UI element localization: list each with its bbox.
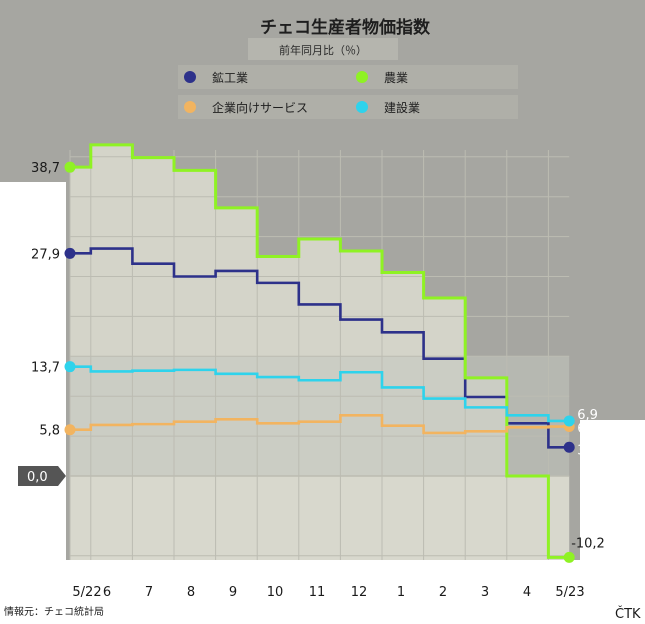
x-tick-label: 12 — [351, 585, 368, 600]
data-point-start — [64, 247, 76, 259]
agency-credit: ČTK — [615, 607, 641, 622]
source-note: 情報元：チェコ統計局 — [4, 607, 104, 618]
series-end-label: 3,6 — [577, 443, 598, 458]
y-label-zero: 0,0 — [27, 470, 48, 485]
chart-title: チェコ生産者物価指数 — [260, 17, 431, 38]
chart-subtitle: 前年同月比（％） — [279, 43, 367, 57]
data-point-start — [64, 161, 76, 173]
y-value-label: 27,9 — [31, 247, 60, 262]
y-value-label: 13,7 — [31, 361, 60, 376]
data-point-start — [64, 361, 76, 373]
lower-band — [70, 356, 570, 476]
legend-label: 建設業 — [384, 100, 420, 115]
x-tick-label: 1 — [397, 585, 405, 600]
series-line — [70, 247, 570, 449]
series-end-label: 6,2 — [577, 422, 598, 437]
x-tick-label: 2 — [439, 585, 447, 600]
x-tick-label: 8 — [187, 585, 195, 600]
x-tick-label: 5/22 — [72, 585, 101, 600]
series-markers — [64, 161, 575, 563]
legend-marker — [184, 101, 196, 113]
series-line — [70, 143, 570, 559]
x-tick-label: 4 — [523, 585, 531, 600]
y-axis-labels: 38,7 27,9 13,7 5,8 0,0 3,6 -10,2 6,26,9 — [18, 161, 605, 551]
y-value-label: 5,8 — [39, 424, 60, 439]
legend-row-bg — [178, 95, 518, 119]
bottom-margin — [0, 560, 645, 590]
x-tick-label: 6 — [103, 585, 111, 600]
series-end-label: -10,2 — [571, 536, 605, 551]
legend-label: 農業 — [384, 71, 408, 85]
series-line — [70, 414, 570, 435]
series-lines — [70, 143, 570, 559]
right-margin — [580, 420, 645, 590]
zero-badge — [18, 466, 66, 486]
x-tick-label: 3 — [481, 585, 489, 600]
y-value-label: 38,7 — [31, 161, 60, 176]
subtitle-box — [248, 38, 398, 60]
x-tick-label: 9 — [229, 585, 237, 600]
x-tick-label: 10 — [267, 585, 284, 600]
series-end-label: 6,9 — [577, 408, 598, 423]
x-axis-ticks: 5/22 6 7 8 9 10 11 12 1 2 3 4 5/23 — [72, 585, 584, 600]
x-tick-label: 5/23 — [555, 585, 584, 600]
data-point-start — [64, 424, 76, 436]
legend-marker — [356, 71, 368, 83]
x-tick-label: 7 — [145, 585, 153, 600]
series-line — [70, 365, 570, 423]
legend-label: 鉱工業 — [212, 70, 248, 85]
legend-marker — [356, 101, 368, 113]
legend-row-bg — [178, 65, 518, 89]
negative-band — [70, 476, 570, 560]
data-point-end — [563, 551, 575, 563]
data-point-end — [563, 415, 575, 427]
legend-label: 企業向けサービス — [212, 100, 308, 115]
x-tick-label: 11 — [309, 585, 326, 600]
data-point-end — [563, 441, 575, 453]
left-margin — [0, 182, 66, 590]
legend-marker — [184, 71, 196, 83]
